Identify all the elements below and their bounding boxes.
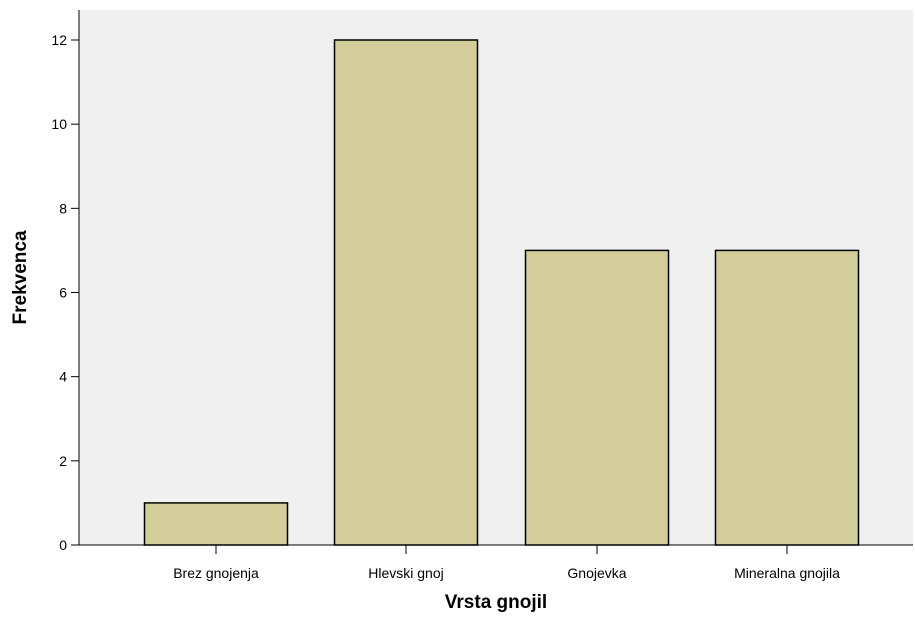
y-tick-label: 2 xyxy=(59,453,67,469)
y-tick-label: 0 xyxy=(59,537,67,553)
y-tick-label: 4 xyxy=(59,369,67,385)
y-tick-label: 12 xyxy=(51,32,67,48)
y-tick-label: 8 xyxy=(59,200,67,216)
x-tick-label: Hlevski gnoj xyxy=(368,565,443,581)
x-axis-ticks: Brez gnojenja Hlevski gnoj Gnojevka Mineral… xyxy=(173,545,840,581)
x-tick-label: Gnojevka xyxy=(567,565,626,581)
bar-brez-gnojenja xyxy=(143,502,289,546)
bar-mineralna-gnojila xyxy=(714,249,860,546)
bar-hlevski-gnoj xyxy=(333,39,479,546)
bar-gnojevka xyxy=(524,249,670,546)
x-tick-label: Brez gnojenja xyxy=(173,565,259,581)
y-axis-ticks: 0 2 4 6 8 10 12 xyxy=(51,32,79,553)
x-axis-title: Vrsta gnojil xyxy=(445,592,547,613)
y-tick-label: 10 xyxy=(51,116,67,132)
x-tick-label: Mineralna gnojila xyxy=(734,565,840,581)
y-tick-label: 6 xyxy=(59,285,67,301)
y-axis-title: Frekvenca xyxy=(10,230,31,324)
